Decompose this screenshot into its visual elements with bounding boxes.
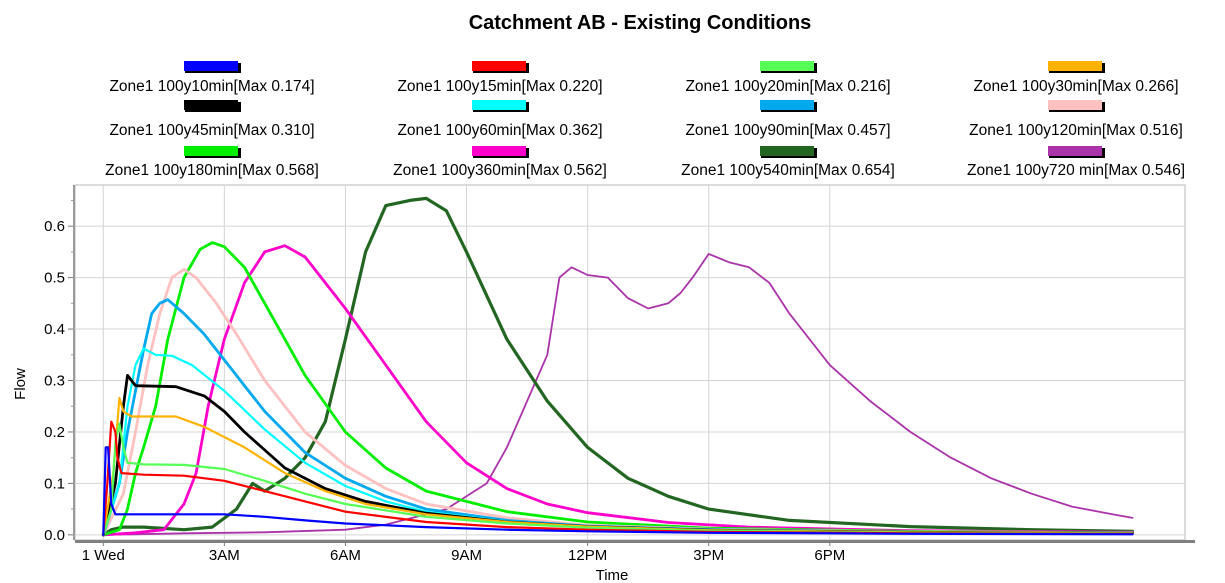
legend-swatch [1048,100,1102,110]
legend-label: Zone1 100y360min[Max 0.562] [393,162,607,179]
plot-area: 0.0 0.1 0.2 0.3 0.4 0.5 0.6 1 Wed 3AM 6AM 9AM 12PM 3… [44,184,1195,564]
series-line-1 [102,446,1134,536]
legend-label: Zone1 100y720 min[Max 0.546] [967,162,1185,179]
chart-title: Catchment AB - Existing Conditions [469,12,812,34]
series-line-9 [101,241,1134,537]
y-tick-label: 0.6 [44,218,65,235]
legend-label: Zone1 100y45min[Max 0.310] [109,122,314,139]
series-line-11 [101,196,1135,537]
y-tick-label: 0.0 [44,527,65,544]
x-axis-bar [75,540,1195,543]
x-tick-label: 9AM [451,547,482,564]
legend-swatch [760,100,814,110]
legend-swatch [1048,61,1102,71]
legend-label: Zone1 100y60min[Max 0.362] [397,122,602,139]
x-axis-title: Time [596,567,629,583]
series-line-10 [101,244,1134,537]
legend-swatch [184,61,238,71]
legend-swatch [472,146,526,156]
legend-label: Zone1 100y90min[Max 0.457] [685,122,890,139]
series-line-3 [102,422,1134,536]
y-tick-label: 0.3 [44,373,65,390]
y-tick-label: 0.4 [44,321,65,338]
legend-label: Zone1 100y180min[Max 0.568] [105,162,319,179]
x-tick-label: 12PM [568,547,607,564]
plot-frame [74,184,1186,541]
legend-swatch [184,146,238,156]
legend-label: Zone1 100y20min[Max 0.216] [685,78,890,95]
y-tick-label: 0.5 [44,270,65,287]
legend-swatch [760,61,814,71]
x-tick-label: 1 Wed [82,547,125,564]
y-tick-label: 0.2 [44,424,65,441]
series-line-2 [102,420,1134,536]
legend-swatch [472,61,526,71]
legend-swatch [472,100,526,110]
x-tick-label: 6AM [330,547,361,564]
legend-label: Zone1 100y10min[Max 0.174] [109,78,314,95]
x-tick-label: 6PM [814,547,845,564]
y-tick-label: 0.1 [44,475,65,492]
legend: Zone1 100y10min[Max 0.174] Zone1 100y15mi… [105,61,1185,179]
y-axis-line [73,185,75,540]
legend-swatch [184,100,238,110]
legend-swatch [1048,146,1102,156]
series-line-12 [102,253,1134,536]
x-tick-label: 3AM [209,547,240,564]
legend-label: Zone1 100y30min[Max 0.266] [973,78,1178,95]
x-tick-label: 3PM [693,547,724,564]
legend-label: Zone1 100y15min[Max 0.220] [397,78,602,95]
y-axis-title: Flow [12,368,29,400]
legend-label: Zone1 100y120min[Max 0.516] [969,122,1183,139]
legend-label: Zone1 100y540min[Max 0.654] [681,162,895,179]
legend-swatch [760,146,814,156]
